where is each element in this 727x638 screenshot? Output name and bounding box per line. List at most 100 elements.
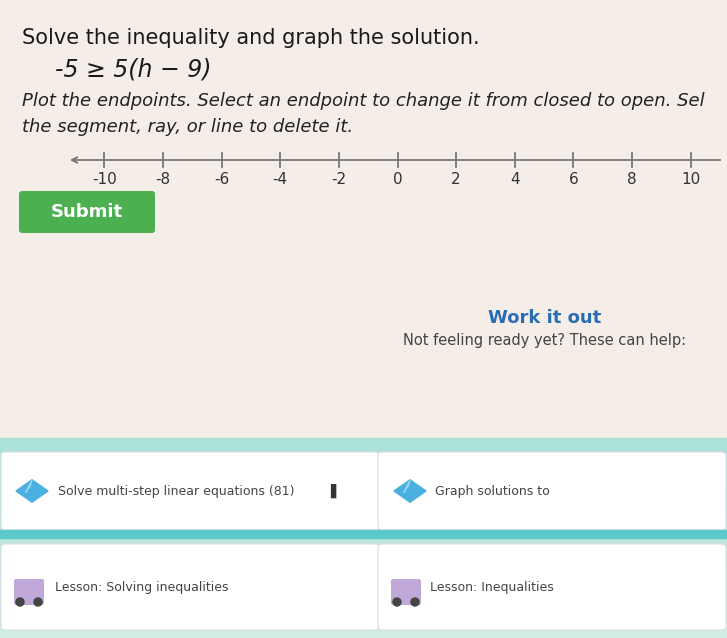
Bar bbox=[0, 469, 727, 470]
Bar bbox=[0, 532, 727, 533]
Bar bbox=[0, 508, 727, 509]
Bar bbox=[0, 602, 727, 603]
Bar bbox=[0, 457, 727, 458]
Bar bbox=[0, 606, 727, 607]
Bar bbox=[0, 590, 727, 591]
Bar bbox=[0, 634, 727, 635]
Bar bbox=[0, 616, 727, 617]
Bar bbox=[0, 637, 727, 638]
Bar bbox=[0, 511, 727, 512]
Bar bbox=[0, 491, 727, 492]
Bar bbox=[0, 484, 727, 485]
Bar bbox=[0, 617, 727, 618]
Bar bbox=[0, 461, 727, 462]
Bar bbox=[0, 442, 727, 443]
Bar bbox=[0, 513, 727, 514]
Bar bbox=[0, 525, 727, 526]
Bar bbox=[0, 557, 727, 558]
Bar bbox=[0, 605, 727, 606]
Bar bbox=[0, 490, 727, 491]
Text: 6: 6 bbox=[569, 172, 578, 187]
Bar bbox=[0, 522, 727, 523]
Bar bbox=[0, 502, 727, 503]
Bar bbox=[0, 529, 727, 530]
Text: -2: -2 bbox=[332, 172, 347, 187]
Bar bbox=[0, 446, 727, 447]
Bar bbox=[0, 594, 727, 595]
Bar bbox=[0, 600, 727, 601]
Bar bbox=[0, 494, 727, 495]
Bar bbox=[0, 511, 727, 512]
Bar bbox=[0, 498, 727, 499]
Bar bbox=[0, 553, 727, 554]
Bar bbox=[0, 449, 727, 450]
Bar bbox=[0, 619, 727, 620]
Bar bbox=[0, 462, 727, 463]
FancyBboxPatch shape bbox=[14, 579, 44, 605]
Bar bbox=[0, 541, 727, 542]
Bar bbox=[0, 450, 727, 451]
Bar bbox=[0, 482, 727, 483]
Bar bbox=[0, 571, 727, 572]
Bar bbox=[0, 499, 727, 500]
Bar bbox=[0, 535, 727, 536]
Bar bbox=[0, 611, 727, 612]
Bar bbox=[0, 610, 727, 611]
Bar bbox=[0, 564, 727, 565]
FancyBboxPatch shape bbox=[378, 544, 726, 630]
Bar bbox=[0, 520, 727, 521]
FancyBboxPatch shape bbox=[19, 191, 155, 233]
Bar bbox=[0, 531, 727, 532]
Bar bbox=[0, 595, 727, 596]
Bar bbox=[0, 573, 727, 574]
Bar bbox=[0, 523, 727, 524]
Text: -6: -6 bbox=[214, 172, 229, 187]
Bar bbox=[0, 578, 727, 579]
Bar bbox=[0, 493, 727, 494]
Bar bbox=[0, 443, 727, 444]
Bar bbox=[0, 571, 727, 572]
Bar bbox=[0, 589, 727, 590]
Bar bbox=[0, 469, 727, 470]
Bar bbox=[0, 484, 727, 485]
Text: Lesson: Inequalities: Lesson: Inequalities bbox=[430, 581, 554, 593]
Bar bbox=[0, 480, 727, 481]
Bar bbox=[0, 570, 727, 571]
Text: Not feeling ready yet? These can help:: Not feeling ready yet? These can help: bbox=[403, 332, 686, 348]
Bar bbox=[0, 614, 727, 615]
Bar bbox=[0, 533, 727, 534]
Bar bbox=[0, 605, 727, 606]
Bar bbox=[0, 514, 727, 515]
Bar bbox=[0, 578, 727, 579]
Bar bbox=[0, 481, 727, 482]
Bar bbox=[0, 473, 727, 474]
Bar bbox=[0, 505, 727, 506]
Bar bbox=[0, 624, 727, 625]
Bar bbox=[0, 556, 727, 557]
Bar bbox=[0, 583, 727, 584]
Bar bbox=[0, 623, 727, 624]
Bar bbox=[0, 563, 727, 564]
Bar bbox=[0, 580, 727, 581]
Bar bbox=[0, 587, 727, 588]
Circle shape bbox=[393, 598, 401, 606]
Bar bbox=[0, 589, 727, 590]
Bar bbox=[0, 556, 727, 557]
Bar bbox=[0, 603, 727, 604]
Bar bbox=[0, 485, 727, 486]
Bar bbox=[0, 497, 727, 498]
Bar bbox=[0, 563, 727, 564]
Bar bbox=[0, 545, 727, 546]
Bar bbox=[0, 513, 727, 514]
Bar bbox=[0, 455, 727, 456]
Bar bbox=[0, 488, 727, 489]
Bar bbox=[0, 464, 727, 465]
Bar bbox=[0, 534, 727, 535]
Text: -5 ≥ 5(h − 9): -5 ≥ 5(h − 9) bbox=[55, 58, 212, 82]
Bar bbox=[0, 538, 727, 539]
Bar bbox=[0, 438, 727, 439]
Bar bbox=[0, 611, 727, 612]
Bar bbox=[0, 507, 727, 508]
Bar bbox=[0, 612, 727, 613]
Bar bbox=[0, 538, 727, 539]
